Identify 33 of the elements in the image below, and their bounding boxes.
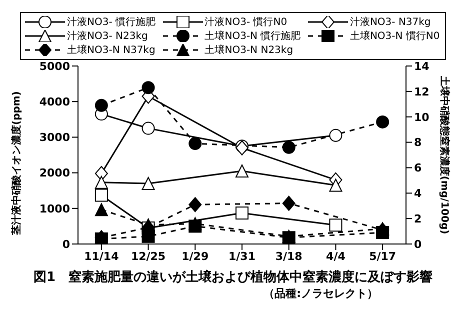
text: （品種:ノラセレクト） [262,286,379,301]
y2-tick-label: 4 [414,187,422,200]
y-tick-label: 5000 [39,60,70,73]
legend-label: 土壌NO3-N 慣行施肥 [204,30,301,43]
y-tick-label: 0 [62,238,70,251]
legend-label: 汁液NO3- N23kg [67,30,148,43]
x-tick-label: 4/4 [326,250,346,263]
y2-tick-label: 6 [414,162,422,175]
y2-tick-label: 14 [414,60,430,73]
x-tick-label: 11/14 [84,250,120,263]
x-tick-label: 1/29 [182,250,209,263]
y2-tick-label: 12 [414,85,430,98]
legend-label: 汁液NO3- 慣行施肥 [67,16,156,29]
y2-tick-label: 10 [414,110,430,124]
legend-label: 土壌NO3-N N23kg [204,44,294,57]
y-tick-label: 4000 [39,96,70,109]
legend-label: 土壌NO3-N 慣行N0 [350,30,440,43]
x-tick-label: 1/31 [228,250,256,263]
text: 図1 窒素施肥量の違いが土壌および植物体中窒素濃度に及ぼす影響 [32,268,434,286]
y2-axis-title: 土壌中硝酸態窒素濃度(mg/100g) [438,74,450,234]
y-tick-label: 2000 [39,166,70,180]
legend-label: 汁液NO3- 慣行N0 [204,16,288,29]
x-tick-label: 3/18 [275,250,302,263]
x-tick-label: 5/17 [369,250,396,263]
y-tick-label: 1000 [39,202,70,216]
legend-label: 土壌NO3-N N37kg [67,44,156,57]
y-axis-title: 茎汁液中硝酸イオン濃度(ppm) [10,91,23,236]
legend-label: 汁液NO3- N37kg [350,16,431,29]
y2-tick-label: 2 [414,212,422,226]
y2-tick-label: 0 [414,238,422,251]
y-tick-label: 3000 [39,131,70,144]
x-tick-label: 12/25 [130,250,166,263]
y2-tick-label: 8 [414,136,422,150]
